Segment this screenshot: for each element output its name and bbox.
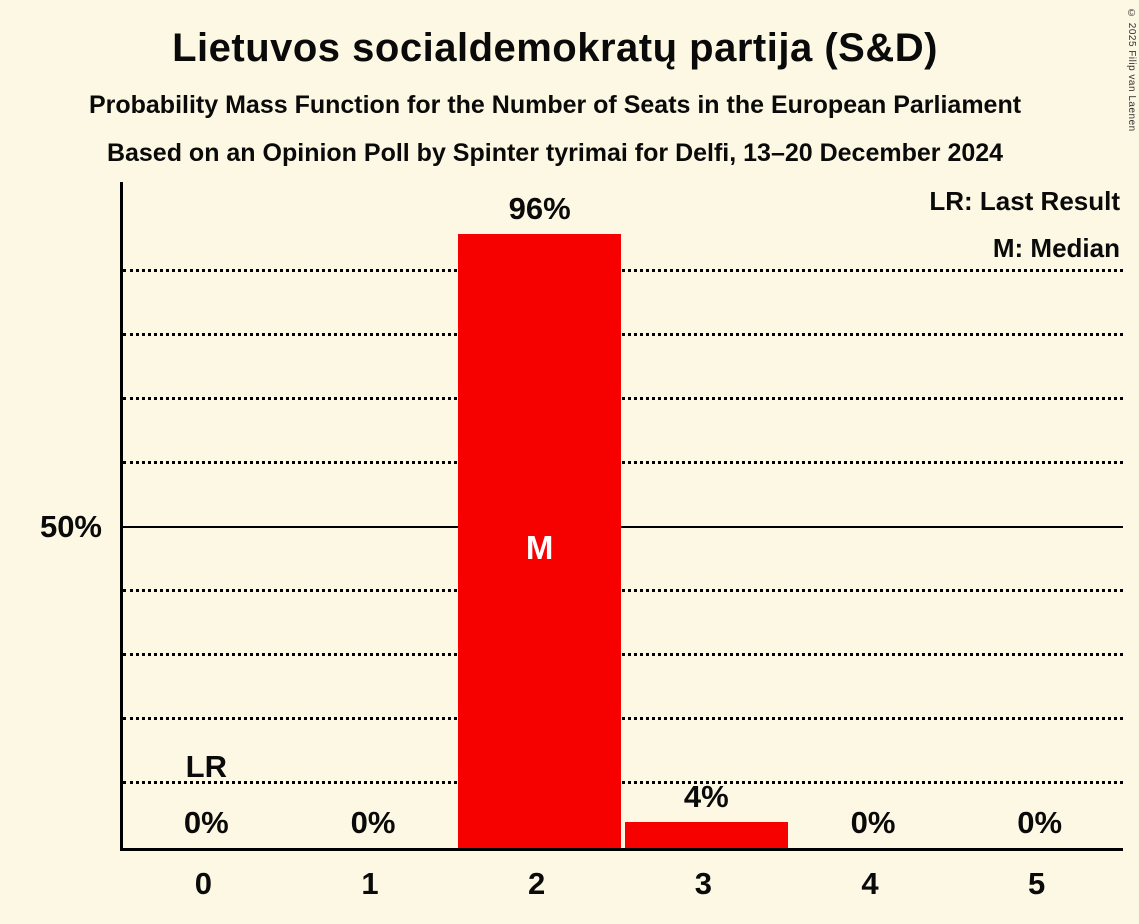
x-tick-label: 4 xyxy=(861,866,879,901)
bar-value-label: 4% xyxy=(683,779,729,815)
y-axis-50-label: 50% xyxy=(39,509,102,544)
last-result-marker: LR xyxy=(185,749,227,784)
gridline-dotted xyxy=(123,653,1123,656)
gridline-solid-50 xyxy=(123,526,1123,528)
gridline-dotted xyxy=(123,269,1123,272)
bar-value-label: 0% xyxy=(850,805,896,840)
x-tick-label: 1 xyxy=(361,866,379,901)
gridline-dotted xyxy=(123,333,1123,336)
median-marker: M xyxy=(525,529,554,566)
x-tick-label: 5 xyxy=(1028,866,1046,901)
bar-value-label: 0% xyxy=(183,805,229,840)
gridline-dotted xyxy=(123,589,1123,592)
bar-value-label: 0% xyxy=(1017,805,1063,840)
copyright-note: © 2025 Filip van Laenen xyxy=(1126,8,1137,132)
bar-seats-2 xyxy=(457,233,622,848)
gridline-dotted xyxy=(123,397,1123,400)
legend-last-result: LR: Last Result xyxy=(929,186,1120,216)
gridline-dotted xyxy=(123,461,1123,464)
bar-value-label: 96% xyxy=(508,190,571,226)
plot-area: 0% LR 0% 96% M 4% 0% 0% xyxy=(120,182,1123,851)
chart-title: Lietuvos socialdemokratų partija (S&D) xyxy=(172,26,938,70)
chart-subtitle: Probability Mass Function for the Number… xyxy=(88,91,1022,119)
x-tick-label: 0 xyxy=(194,866,212,901)
gridline-dotted xyxy=(123,717,1123,720)
bar-seats-3 xyxy=(624,822,789,848)
bar-value-label: 0% xyxy=(350,805,396,840)
x-tick-label: 2 xyxy=(528,866,546,901)
legend-median: M: Median xyxy=(992,233,1120,263)
gridline-dotted xyxy=(123,781,1123,784)
x-tick-label: 3 xyxy=(694,866,712,901)
chart-subtitle-source: Based on an Opinion Poll by Spinter tyri… xyxy=(106,139,1004,167)
